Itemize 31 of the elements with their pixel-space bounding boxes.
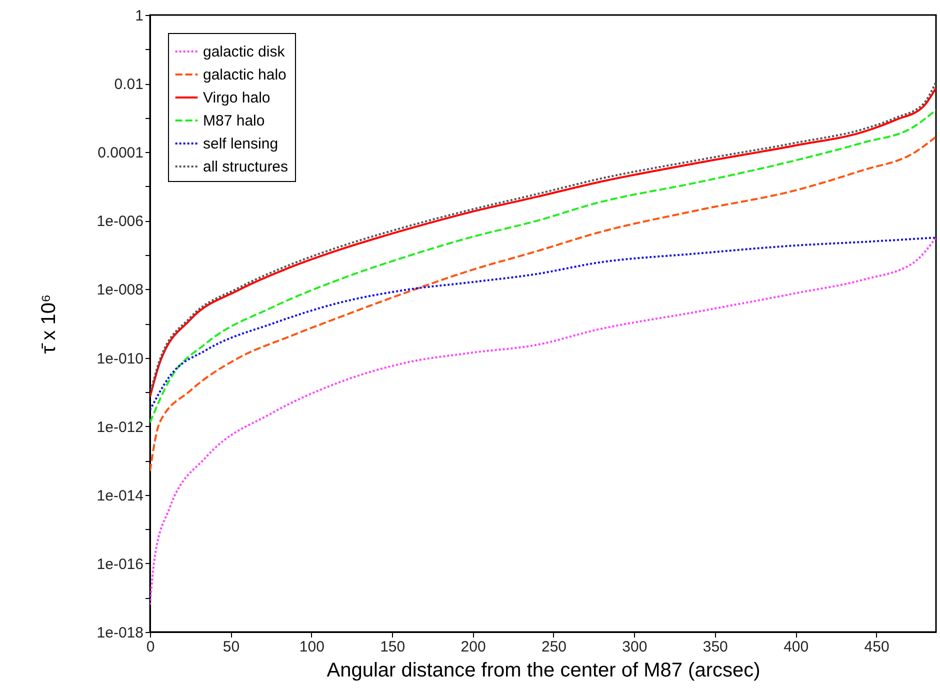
y-axis-title: τ̄ x 10⁶ [38, 294, 60, 354]
x-tick-label: 300 [622, 638, 648, 656]
x-axis-title: Angular distance from the center of M87 (arcsec) [326, 660, 760, 682]
y-tick-label: 1e-014 [96, 487, 144, 504]
y-tick-label: 0.0001 [98, 144, 144, 162]
legend-label: M87 halo [203, 112, 265, 130]
y-tick-label: 0.01 [114, 76, 144, 94]
x-tick-label: 100 [299, 638, 324, 656]
y-tick-label: 1e-008 [96, 282, 144, 299]
legend-label: all structures [203, 158, 288, 176]
line-series [150, 236, 936, 411]
y-tick-label: 1e-010 [96, 350, 144, 368]
x-tick-label: 450 [864, 638, 890, 656]
line-series [150, 136, 936, 472]
y-tick-label: 1e-018 [96, 624, 144, 642]
x-tick-label: 400 [784, 638, 809, 656]
legend-label: self lensing [203, 136, 278, 152]
x-tick-label: 350 [702, 638, 728, 656]
legend-label: galactic disk [203, 44, 286, 60]
y-tick-label: 1e-016 [96, 556, 144, 573]
x-tick-label: 250 [541, 638, 567, 656]
x-tick-label: 150 [380, 638, 406, 656]
legend-label: galactic halo [203, 66, 286, 84]
x-tick-label: 0 [146, 638, 155, 656]
y-tick-label: 1e-012 [96, 418, 144, 436]
y-tick-label: 1 [135, 8, 144, 24]
line-series [150, 236, 936, 606]
x-tick-label: 200 [460, 638, 486, 656]
legend-label: Virgo halo [203, 90, 270, 106]
x-tick-label: 50 [222, 638, 240, 656]
y-tick-label: 1e-006 [96, 213, 144, 230]
